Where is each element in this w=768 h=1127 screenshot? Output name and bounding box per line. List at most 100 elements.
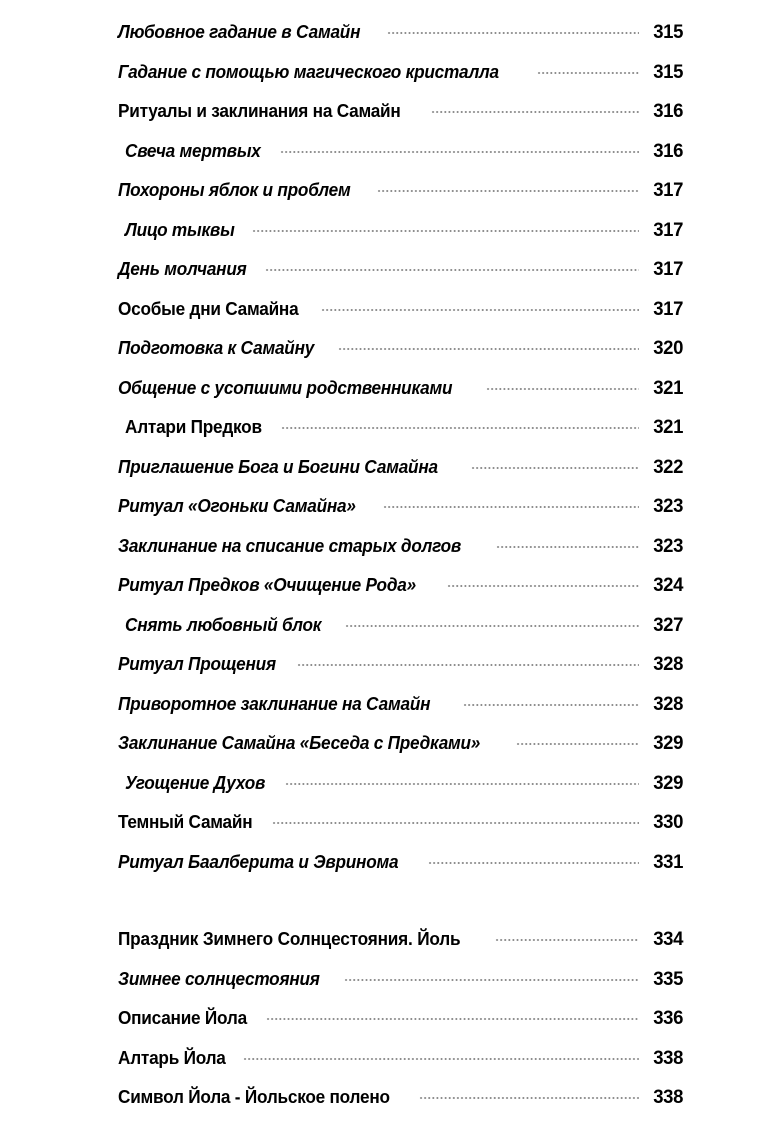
dot-leader <box>242 1048 640 1064</box>
toc-page-number: 335 <box>653 967 683 990</box>
toc-page-number: 321 <box>653 376 683 399</box>
dot-leader <box>337 338 640 354</box>
dot-leader <box>495 929 639 945</box>
toc-entry-row[interactable]: Зимнее солнцестояния 335 <box>118 969 683 1009</box>
toc-entry-row[interactable]: Заклинание на списание старых долгов 323 <box>118 536 683 576</box>
toc-entry-title: Заклинание на списание старых долгов <box>118 534 462 556</box>
dot-leader <box>516 733 639 749</box>
toc-page-number: 329 <box>653 732 683 754</box>
toc-entry-title: Подготовка к Самайну <box>118 337 315 358</box>
toc-page-number: 317 <box>653 179 683 201</box>
dot-leader <box>495 536 640 552</box>
toc-page-number: 317 <box>653 258 683 280</box>
dot-leader <box>462 694 640 710</box>
toc-entry-title: Символ Йола - Йольское полено <box>118 1086 390 1107</box>
toc-entry-title: Ритуал Предков «Очищение Рода» <box>118 574 416 595</box>
dot-leader <box>428 852 639 868</box>
toc-page-number: 322 <box>653 455 683 478</box>
toc-entry-row[interactable]: Ритуал «Огоньки Самайна» 323 <box>118 496 683 536</box>
dot-leader <box>430 101 640 117</box>
toc-entry-title: Приглашение Бога и Богини Самайна <box>118 455 438 477</box>
toc-entry-title: Особые дни Самайна <box>118 297 299 319</box>
toc-entry-title: Описание Йола <box>118 1007 247 1028</box>
table-of-contents-page: Любовное гадание в Самайн 315 Гадание с по… <box>118 22 683 1106</box>
toc-entry-row[interactable]: Любовное гадание в Самайн 315 <box>118 22 683 62</box>
dot-leader <box>447 575 639 591</box>
dot-leader <box>470 457 640 473</box>
toc-entry-row[interactable]: Снять любовный блок 327 <box>118 615 683 655</box>
toc-entry-row[interactable]: Ритуал Прощения 328 <box>118 654 683 694</box>
toc-entry-row[interactable]: Особые дни Самайна 317 <box>118 299 683 339</box>
dot-leader <box>279 141 640 157</box>
toc-page-number: 315 <box>653 60 683 83</box>
toc-entry-row[interactable]: Свеча мертвых 316 <box>118 141 683 181</box>
toc-entry-title: Похороны яблок и проблем <box>118 179 351 200</box>
toc-page-number: 334 <box>653 928 683 950</box>
toc-entry-title: Алтари Предков <box>125 416 262 437</box>
toc-entry-row[interactable]: Лицо тыквы 317 <box>118 220 683 260</box>
toc-entry-row[interactable]: День молчания 317 <box>118 259 683 299</box>
toc-entry-row[interactable]: Похороны яблок и проблем 317 <box>118 180 683 220</box>
toc-entry-row[interactable]: Общение с усопшими родственниками 321 <box>118 378 683 418</box>
toc-page-number: 338 <box>653 1046 683 1069</box>
dot-leader <box>265 1008 640 1024</box>
toc-page-number: 320 <box>653 337 683 359</box>
toc-page-number: 330 <box>653 811 683 833</box>
dot-leader <box>296 654 640 670</box>
toc-page-number: 328 <box>653 653 683 675</box>
dot-leader <box>321 299 639 315</box>
toc-entry-title: Снять любовный блок <box>125 613 322 635</box>
toc-page-number: 317 <box>653 297 683 320</box>
dot-leader <box>486 378 639 394</box>
toc-page-number: 336 <box>653 1007 683 1029</box>
dot-leader <box>536 62 640 78</box>
toc-entry-row[interactable]: Алтари Предков 321 <box>118 417 683 457</box>
dot-leader <box>271 812 640 828</box>
toc-entry-row[interactable]: Заклинание Самайна «Беседа с Предками» 32… <box>118 733 683 773</box>
dot-leader <box>281 417 639 433</box>
toc-entry-row[interactable]: Ритуал Предков «Очищение Рода» 324 <box>118 575 683 615</box>
toc-entry-title: Общение с усопшими родственниками <box>118 376 453 398</box>
toc-page-number: 329 <box>653 771 683 794</box>
toc-entry-row[interactable]: Ритуалы и заклинания на Самайн 316 <box>118 101 683 141</box>
toc-entry-row[interactable]: Подготовка к Самайну 320 <box>118 338 683 378</box>
toc-page-number: 338 <box>653 1086 683 1108</box>
toc-section-heading-row[interactable]: Праздник Зимнего Солнцестояния. Йоль 334 <box>118 929 683 969</box>
toc-page-number: 327 <box>653 613 683 636</box>
dot-leader <box>265 259 639 275</box>
dot-leader <box>387 22 639 38</box>
toc-entry-row[interactable]: Гадание с помощью магического кристалла 3… <box>118 62 683 102</box>
toc-entry-title: Ритуалы и заклинания на Самайн <box>118 100 401 121</box>
dot-leader <box>382 496 640 512</box>
toc-page-number: 324 <box>653 574 683 596</box>
toc-entry-row[interactable]: Приворотное заклинание на Самайн 328 <box>118 694 683 734</box>
toc-entry-title: Угощение Духов <box>125 771 266 793</box>
toc-entry-title: Лицо тыквы <box>125 218 235 240</box>
toc-section-heading-title: Праздник Зимнего Солнцестояния. Йоль <box>118 928 461 949</box>
dot-leader <box>343 969 640 985</box>
toc-entry-list: Любовное гадание в Самайн 315 Гадание с по… <box>118 22 683 1127</box>
toc-page-number: 323 <box>653 495 683 517</box>
toc-entry-title: Алтарь Йола <box>118 1046 226 1068</box>
toc-entry-row[interactable]: Ритуал Баалберита и Эвринома 331 <box>118 852 683 892</box>
dot-leader <box>345 615 639 631</box>
toc-entry-title: Ритуал «Огоньки Самайна» <box>118 495 356 516</box>
toc-entry-row[interactable]: Угощение Духов 329 <box>118 773 683 813</box>
toc-entry-row[interactable]: Темный Самайн 330 <box>118 812 683 852</box>
toc-entry-row[interactable]: Приглашение Бога и Богини Самайна 322 <box>118 457 683 497</box>
toc-entry-title: Зимнее солнцестояния <box>118 967 320 989</box>
toc-page-number: 317 <box>653 218 683 241</box>
toc-entry-title: Приворотное заклинание на Самайн <box>118 692 431 714</box>
toc-entry-row[interactable]: Описание Йола 336 <box>118 1008 683 1048</box>
dot-leader <box>376 180 640 196</box>
toc-entry-title: Любовное гадание в Самайн <box>118 21 361 42</box>
dot-leader <box>284 773 640 789</box>
toc-page-number: 331 <box>653 850 683 873</box>
toc-entry-title: День молчания <box>118 258 247 279</box>
toc-entry-title: Ритуал Баалберита и Эвринома <box>118 850 399 872</box>
toc-entry-row[interactable]: Символ Йола - Йольское полено 338 <box>118 1087 683 1127</box>
toc-entry-row[interactable]: Алтарь Йола 338 <box>118 1048 683 1088</box>
toc-page-number: 323 <box>653 534 683 557</box>
dot-leader <box>419 1087 639 1103</box>
toc-entry-title: Заклинание Самайна «Беседа с Предками» <box>118 732 481 753</box>
